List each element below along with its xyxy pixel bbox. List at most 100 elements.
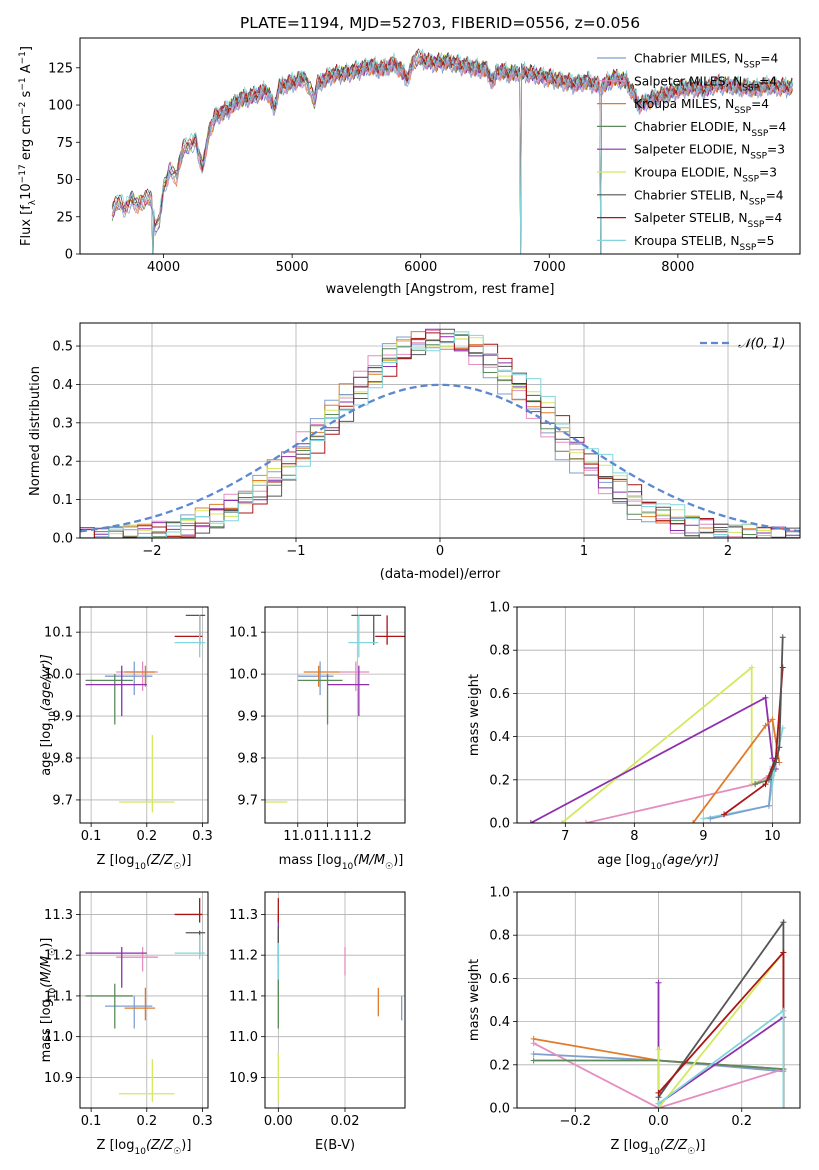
x-tick-label: 8 (630, 829, 638, 844)
plot-area (277, 898, 403, 1102)
weight-marker (530, 1057, 537, 1064)
y-axis-label: mass [log10(M/M☉)] (39, 938, 58, 1063)
error-cross (174, 615, 206, 658)
x-tick-label: 0.2 (731, 1114, 752, 1129)
histogram-kroupa-stelib (80, 331, 800, 538)
x-tick-label: 0 (436, 544, 444, 559)
weight-marker (765, 776, 772, 783)
y-axis-label: Flux [fλ10−17 erg cm−2 s−1 A−1] (18, 46, 38, 246)
x-tick-label: 11.1 (313, 829, 342, 844)
y-tick-label: 11.0 (44, 1030, 73, 1045)
y-tick-label: 1.0 (489, 886, 510, 901)
y-tick-label: 9.9 (237, 710, 258, 725)
error-cross (174, 615, 203, 645)
weight-line (657, 1009, 785, 1108)
x-tick-label: 11.2 (343, 829, 372, 844)
weight-marker (776, 744, 783, 751)
x-tick-label: 0.1 (81, 1114, 102, 1129)
x-tick-label: 7 (561, 829, 569, 844)
spectrum-line-kroupa-stelib (111, 48, 793, 254)
weight-marker (779, 664, 786, 671)
axes-frame (264, 891, 406, 1109)
x-axis-label: Z [log10(Z/Z☉)] (97, 1138, 192, 1157)
y-tick-label: 0.6 (489, 687, 510, 702)
x-tick-label: 0.3 (192, 829, 213, 844)
panel-8: −0.2 0.0 0.2 0.0 0.2 0.4 0.6 0.8 1.0 Z [log10(Z/Z… (467, 886, 801, 1157)
x-tick-label: 0.0 (648, 1114, 669, 1129)
x-tick-label: 2 (724, 544, 732, 559)
weight-marker (583, 820, 590, 823)
y-tick-label: 0.2 (489, 773, 510, 788)
plot-area (85, 614, 206, 813)
weight-line (723, 667, 784, 816)
error-cross (303, 665, 340, 687)
panel-3: 0.1 0.2 0.3 9.7 9.8 9.9 10.0 10.1 Z [log10(Z/Z☉)… (39, 606, 213, 872)
y-tick-label: 11.2 (44, 949, 73, 964)
figure-title: PLATE=1194, MJD=52703, FIBERID=0556, z=0… (240, 14, 640, 32)
weight-marker (762, 722, 769, 729)
x-axis-label: mass [log10(M/M☉)] (279, 853, 404, 872)
error-cross (348, 615, 379, 658)
axes-frame (79, 891, 209, 1109)
plot-area (80, 328, 800, 538)
spectrum-line-salpeter-stelib (111, 48, 793, 254)
error-cross (265, 801, 288, 803)
weight-marker (707, 815, 714, 822)
x-tick-label: −2 (142, 544, 161, 559)
y-tick-label: 1.0 (489, 601, 510, 616)
x-axis-label: Z [log10(Z/Z☉)] (97, 853, 192, 872)
legend-entry: Chabrier ELODIE, NSSP=4 (634, 120, 786, 139)
panel-4: 11.0 11.1 11.2 9.7 9.8 9.9 10.0 10.1 mass [log10… (229, 606, 406, 872)
x-tick-label: 0.00 (264, 1114, 293, 1129)
x-tick-label: 8000 (661, 260, 694, 275)
weight-marker (762, 781, 769, 788)
legend-entry: Salpeter STELIB, NSSP=4 (634, 211, 783, 230)
frame: 4000 5000 6000 7000 8000 0 25 50 75 100 125 Chabrie… (18, 37, 801, 297)
y-tick-label: 10.9 (229, 1071, 258, 1086)
error-cross (85, 674, 133, 725)
weight-marker (752, 781, 759, 788)
x-tick-label: 0.2 (136, 829, 157, 844)
x-tick-label: 5000 (276, 260, 309, 275)
axes-frame (79, 37, 801, 255)
error-cross (174, 898, 203, 923)
frame: 0.00 0.02 10.9 11.0 11.1 11.2 11.3 E(B-V) (229, 891, 406, 1153)
weight-marker (655, 1100, 662, 1107)
weight-line (585, 757, 777, 823)
y-tick-label: 10.1 (44, 626, 73, 641)
y-tick-label: 25 (56, 210, 73, 225)
panel-5: 7 8 9 10 0.0 0.2 0.4 0.6 0.8 1.0 age [log10(age/yr… (467, 601, 801, 872)
legend-entry: Kroupa MILES, NSSP=4 (634, 97, 769, 116)
error-cross (124, 987, 156, 1021)
y-tick-label: 9.7 (52, 793, 73, 808)
y-tick-label: 9.7 (237, 793, 258, 808)
weight-marker (780, 949, 787, 956)
weight-marker (655, 1046, 662, 1053)
weight-line (533, 1042, 784, 1108)
weight-marker (765, 802, 772, 809)
x-tick-label: −0.2 (559, 1114, 591, 1129)
error-cross (327, 665, 370, 717)
error-cross (85, 947, 147, 988)
y-tick-label: 0.4 (489, 730, 510, 745)
y-tick-label: 0 (65, 248, 73, 263)
y-tick-label: 75 (56, 136, 73, 151)
error-cross (116, 947, 158, 972)
y-axis-label: Normed distribution (28, 366, 43, 496)
plot-area (530, 919, 787, 1108)
x-tick-label: 7000 (533, 260, 566, 275)
weight-marker (780, 1105, 787, 1108)
frame: 7 8 9 10 0.0 0.2 0.4 0.6 0.8 1.0 age [log10(age/yr… (467, 601, 801, 872)
weight-marker (690, 820, 697, 823)
y-axis-label: age [log10(age/yr)] (39, 654, 58, 776)
y-tick-label: 0.2 (52, 455, 73, 470)
y-tick-label: 11.1 (229, 989, 258, 1004)
x-axis-label: Z [log10(Z/Z☉)] (611, 1138, 706, 1157)
weight-marker (780, 919, 787, 926)
x-tick-label: 9 (699, 829, 707, 844)
weight-marker (721, 811, 728, 818)
error-cross (118, 734, 175, 813)
error-cross (118, 1059, 175, 1102)
weight-marker (527, 820, 534, 823)
